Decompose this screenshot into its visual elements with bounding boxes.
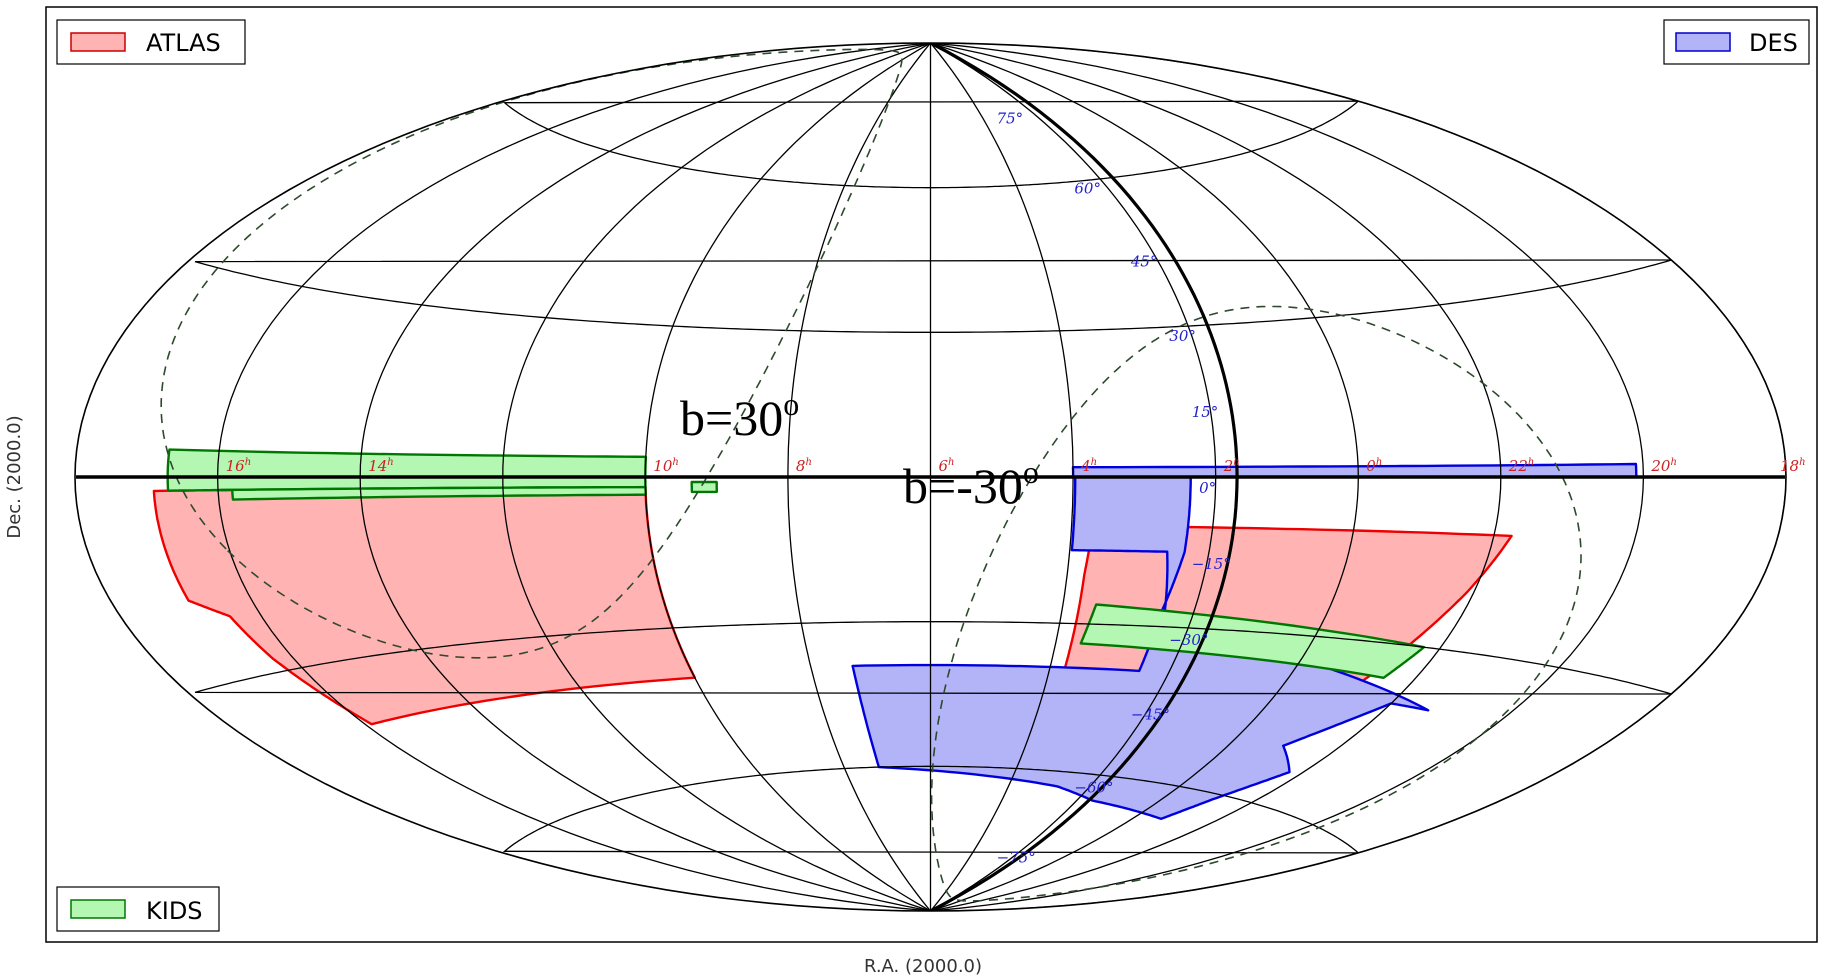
dec-tick-label: −15° (1192, 555, 1231, 573)
ra-tick-label: 20h (1650, 457, 1677, 475)
ra-tick-label-unit: h (1233, 457, 1239, 468)
annotation-bm30-sup: o (1023, 454, 1039, 490)
galactic-bm30-curve (930, 305, 1582, 902)
ra-tick-label-unit: h (1091, 457, 1097, 468)
des-footprint-1 (1071, 462, 1638, 479)
ra-tick-label-value: 8 (796, 457, 806, 475)
ra-tick-label-unit: h (1670, 457, 1676, 468)
dec-tick-labels: 75° 60° 45° 30° 15° 0° −15° −30° −45° −60° −75° (997, 110, 1231, 867)
dec-tick-label: 60° (1074, 180, 1101, 198)
dec-tick-label: 30° (1169, 327, 1196, 345)
ra-tick-label-unit: h (245, 457, 251, 468)
ra-tick-label-value: 10 (653, 457, 673, 475)
ra-tick-label-unit: h (1799, 457, 1805, 468)
annotation-bm30: b=-30o (903, 454, 1039, 514)
ra-tick-label-value: 16 (226, 457, 246, 475)
ra-tick-label-value: 18 (1780, 457, 1799, 475)
dec-tick-label: −75° (997, 848, 1036, 866)
ra-tick-label-unit: h (805, 457, 811, 468)
ra-tick-label-value: 22 (1508, 457, 1528, 475)
legend-atlas: ATLAS (56, 19, 246, 65)
legend-des-swatch (1675, 32, 1731, 52)
ra-tick-label-value: 6 (939, 457, 949, 475)
ra-tick-label-value: 20 (1650, 457, 1671, 475)
legend-kids: KIDS (56, 886, 220, 932)
y-axis-label: Dec. (2000.0) (4, 415, 25, 538)
legend-atlas-swatch (70, 32, 126, 52)
ra-tick-label-unit: h (1376, 457, 1382, 468)
x-axis-label: R.A. (2000.0) (864, 956, 982, 977)
ra-tick-label: 10h (653, 457, 679, 475)
ra-tick-label: 6h (939, 457, 955, 475)
legend-kids-label: KIDS (146, 897, 203, 925)
ra-tick-label-unit: h (672, 457, 678, 468)
dec-tick-label: 15° (1192, 403, 1219, 421)
dec-tick-label: −60° (1074, 779, 1113, 797)
ra-tick-label-value: 4 (1080, 457, 1091, 475)
ra-tick-label: 22h (1508, 457, 1535, 475)
ra-tick-label-unit: h (948, 457, 954, 468)
ra-tick-label: 16h (226, 457, 252, 475)
survey-footprints (152, 448, 1638, 820)
annotation-b30-sup: o (783, 386, 799, 422)
legend-atlas-label: ATLAS (146, 29, 221, 57)
kids-footprint-3 (690, 480, 718, 494)
ra-tick-label: 4h (1080, 457, 1097, 475)
ra-tick-label: 0h (1366, 457, 1382, 475)
dec-tick-label: 0° (1199, 479, 1216, 497)
galactic-b30-curve (160, 48, 903, 659)
ra-tick-label: 14h (368, 457, 394, 475)
dec-tick-label: 45° (1130, 252, 1158, 270)
galactic-latitude-curves (160, 48, 1582, 902)
legend-des-label: DES (1749, 29, 1798, 57)
dec-tick-label: 75° (997, 110, 1024, 128)
dec-tick-label: −30° (1169, 631, 1208, 649)
dec-tick-label: −45° (1131, 706, 1170, 724)
kids-footprint-2 (220, 485, 647, 501)
ra-tick-label-unit: h (1528, 457, 1534, 468)
annotation-b30: b=30o (680, 386, 799, 446)
ra-tick-label-unit: h (387, 457, 393, 468)
ra-tick-label: 8h (796, 457, 812, 475)
ra-tick-label-value: 2 (1223, 457, 1234, 475)
legend-kids-swatch (70, 899, 126, 919)
sky-boundary-ellipse (74, 42, 1787, 912)
legend-des: DES (1663, 19, 1810, 65)
annotation-bm30-text: b=-30 (903, 458, 1023, 514)
ra-tick-label: 2h (1223, 457, 1240, 475)
plot-frame (45, 6, 1818, 943)
annotation-b30-text: b=30 (680, 390, 783, 446)
ra-tick-label-value: 14 (368, 457, 387, 475)
ra-tick-label-value: 0 (1366, 457, 1376, 475)
ra-tick-label: 18h (1780, 457, 1806, 475)
